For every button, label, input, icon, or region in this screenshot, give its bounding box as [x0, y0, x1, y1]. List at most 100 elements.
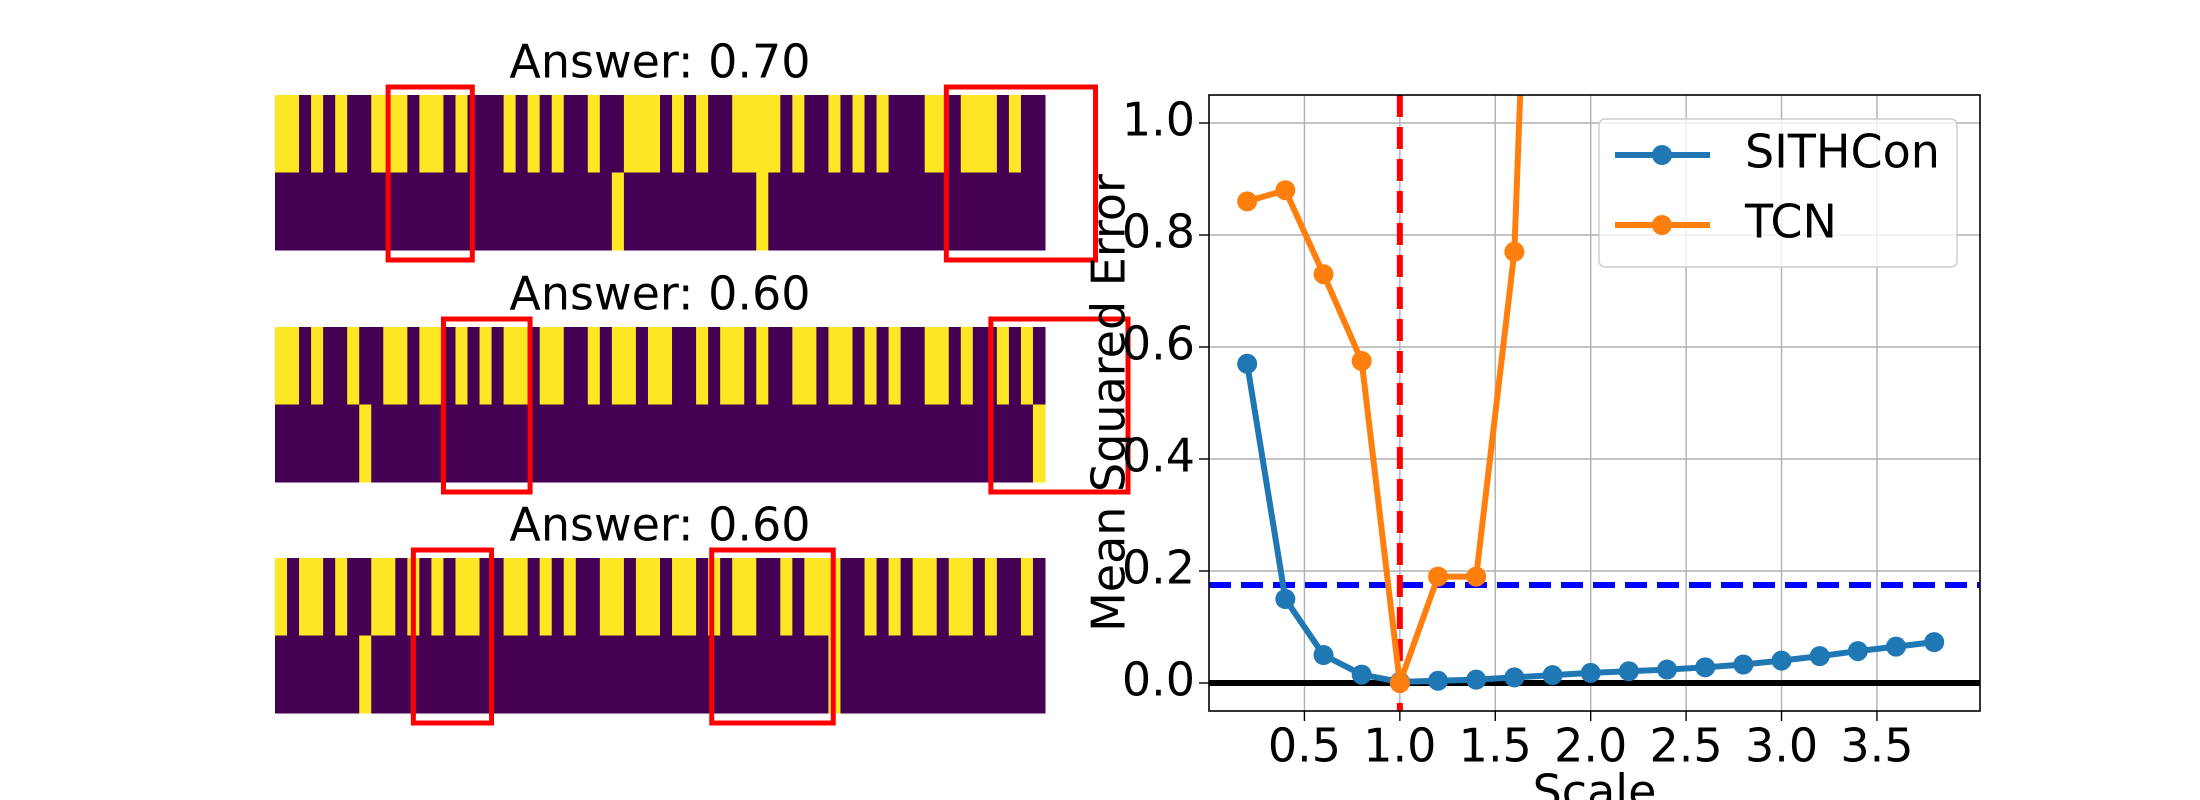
heatmap-cell [275, 327, 288, 405]
heatmap-cell [419, 172, 432, 251]
heatmap-cell [852, 172, 866, 251]
heatmap-cell [503, 172, 517, 251]
heatmap-cell [623, 404, 637, 483]
heatmap-cell [527, 635, 541, 714]
heatmap-cell [551, 558, 565, 636]
highlight-box [385, 84, 475, 263]
heatmap-cell [647, 327, 661, 405]
heatmap-cell [912, 635, 926, 714]
heatmap-cell [623, 558, 637, 636]
heatmap-cell [792, 327, 805, 405]
heatmap-cell [335, 558, 348, 636]
heatmap-cell [587, 95, 601, 173]
heatmap-cell [744, 558, 757, 636]
heatmap-cell [647, 404, 661, 483]
heatmap-cell [1032, 558, 1046, 636]
heatmap-cell [599, 327, 613, 405]
panel-title: Answer: 0.70 [509, 35, 810, 89]
heatmap-cell [1032, 327, 1046, 405]
heatmap-cell [299, 327, 312, 405]
heatmap-cell [780, 172, 793, 251]
heatmap-cell [419, 635, 432, 714]
heatmap-cell [599, 558, 613, 636]
heatmap-cell [756, 558, 769, 636]
heatmap-cell [491, 95, 505, 173]
heatmap-cell [467, 327, 481, 405]
heatmap-cell [972, 327, 986, 405]
heatmap-cell [647, 635, 661, 714]
heatmap-cell [371, 404, 384, 483]
heatmap-cell [311, 404, 324, 483]
heatmap-cell [323, 558, 336, 636]
heatmap-cell [804, 95, 817, 173]
series-marker [1847, 641, 1868, 662]
heatmap-cell [611, 327, 625, 405]
heatmap-cell [996, 558, 1010, 636]
heatmap-cell [407, 172, 420, 251]
heatmap-cell [515, 172, 529, 251]
heatmap-cell [900, 404, 914, 483]
heatmap-cell [792, 95, 805, 173]
heatmap-cell [539, 635, 553, 714]
heatmap-cell [792, 635, 805, 714]
heatmap-cell [996, 635, 1010, 714]
heatmap-cell [756, 404, 769, 483]
heatmap-cell [467, 558, 481, 636]
heatmap-cell [708, 95, 721, 173]
heatmap-cell [996, 327, 1010, 405]
heatmap-cell [732, 558, 745, 636]
heatmap-cell [888, 404, 902, 483]
heatmap-cell [684, 95, 697, 173]
heatmap-cell [684, 635, 697, 714]
heatmap-cell [756, 172, 769, 251]
heatmap-cell [515, 635, 529, 714]
heatmap-cell [407, 404, 420, 483]
heatmap-cell [323, 172, 336, 251]
series-marker [1428, 566, 1449, 587]
heatmap-cell [383, 558, 396, 636]
heatmap-cell [696, 327, 709, 405]
heatmap-cell [539, 327, 553, 405]
heatmap-cell [347, 558, 360, 636]
heatmap-cell [467, 635, 481, 714]
heatmap-cell [852, 404, 866, 483]
heatmap-cell [419, 95, 432, 173]
heatmap-cell [539, 404, 553, 483]
heatmap-cell [407, 95, 420, 173]
heatmap-cell [623, 172, 637, 251]
heatmap-cell [924, 327, 938, 405]
heatmap-cell [503, 558, 517, 636]
series-marker [1389, 673, 1410, 693]
heatmap-cell [912, 404, 926, 483]
heatmap-cell [984, 635, 998, 714]
heatmap-cell [503, 635, 517, 714]
series-marker [1809, 646, 1830, 667]
heatmap-cell [852, 635, 866, 714]
heatmap-cell [984, 558, 998, 636]
heatmap-cell [960, 404, 974, 483]
y-tick-label: 0.2 [1122, 541, 1195, 595]
heatmap-cell [1020, 404, 1034, 483]
series-marker [1924, 632, 1945, 653]
x-tick-label: 3.0 [1745, 719, 1818, 773]
x-tick-label: 2.5 [1650, 719, 1723, 773]
heatmap-cell [347, 635, 360, 714]
axes-frame [1208, 94, 1981, 712]
series-marker [1313, 264, 1334, 285]
heatmap-cell [383, 404, 396, 483]
heatmap-cell [527, 95, 541, 173]
series-marker [1428, 670, 1449, 691]
heatmap-cell [936, 327, 950, 405]
heatmap-cell [1020, 635, 1034, 714]
heatmap-cell [335, 635, 348, 714]
y-tick-label: 0.4 [1122, 429, 1195, 483]
heatmap-cell [443, 327, 456, 405]
heatmap-cell [1008, 404, 1022, 483]
heatmap-cell [527, 558, 541, 636]
series-marker [1580, 662, 1601, 683]
heatmap-cell [900, 95, 914, 173]
heatmap-cell [443, 404, 456, 483]
heatmap-cell [828, 95, 841, 173]
heatmap-cell [359, 635, 372, 714]
heatmap-cell [660, 558, 673, 636]
